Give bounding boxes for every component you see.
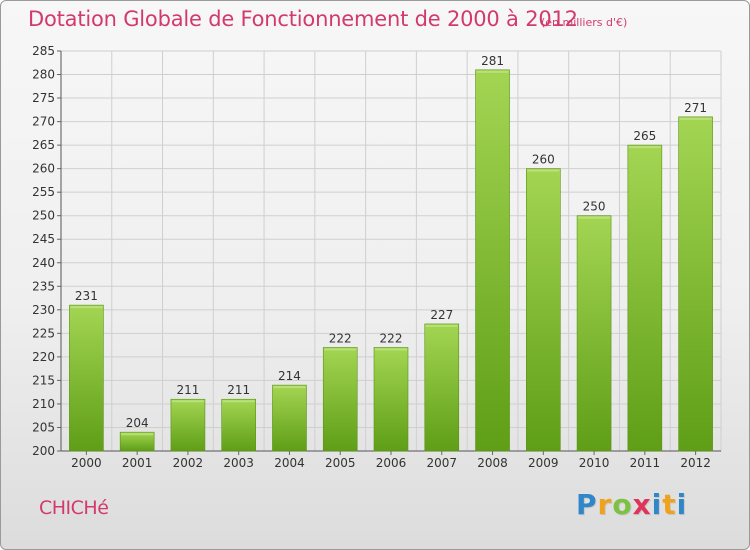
commune-name: CHICHé <box>39 497 109 519</box>
proxiti-logo: Proxiti <box>576 488 687 521</box>
axes: 2002052102152202252302352402452502552602… <box>32 44 721 470</box>
logo-letter: t <box>662 488 677 521</box>
x-tick-label: 2009 <box>528 456 559 470</box>
x-tick-label: 2002 <box>173 456 204 470</box>
y-tick-label: 280 <box>32 68 55 82</box>
y-tick-label: 265 <box>32 138 55 152</box>
bars: 231 204 211 211 214 222 222 227 281 260 250 265 271 <box>69 54 713 452</box>
bar-highlight <box>527 169 560 172</box>
bar-highlight <box>222 400 255 403</box>
bar-highlight <box>70 306 103 309</box>
bar <box>69 304 104 452</box>
bar-highlight <box>476 70 509 73</box>
y-tick-label: 240 <box>32 256 55 270</box>
data-label: 265 <box>633 129 656 143</box>
x-tick-label: 2000 <box>71 456 102 470</box>
bar <box>475 69 510 452</box>
bar <box>627 144 663 452</box>
data-label: 271 <box>684 101 707 115</box>
bar-highlight <box>273 386 306 389</box>
x-tick-label: 2001 <box>122 456 153 470</box>
logo-letter: i <box>676 488 688 521</box>
chart-subtitle: (en milliers d'€) <box>541 16 628 29</box>
y-tick-label: 250 <box>32 209 55 223</box>
data-label: 281 <box>481 54 504 68</box>
y-tick-label: 230 <box>32 303 55 317</box>
x-tick-label: 2004 <box>274 456 305 470</box>
logo-letter: i <box>651 488 663 521</box>
data-label: 231 <box>75 289 98 303</box>
y-tick-label: 275 <box>32 91 55 105</box>
bar-highlight <box>679 117 712 120</box>
y-tick-label: 260 <box>32 162 55 176</box>
y-tick-label: 235 <box>32 279 55 293</box>
bar <box>424 323 460 452</box>
y-tick-label: 205 <box>32 420 55 434</box>
bar-highlight <box>628 146 661 149</box>
data-label: 260 <box>532 153 555 167</box>
bar-highlight <box>375 348 407 351</box>
y-tick-label: 215 <box>32 373 55 387</box>
bar-highlight <box>578 216 611 219</box>
logo-letter: P <box>576 488 598 521</box>
y-tick-label: 285 <box>32 44 55 58</box>
bar <box>678 116 713 452</box>
x-tick-label: 2003 <box>223 456 254 470</box>
bar-highlight <box>121 433 154 436</box>
x-tick-label: 2010 <box>579 456 610 470</box>
y-tick-label: 245 <box>32 232 55 246</box>
logo-letter: x <box>632 488 652 521</box>
x-tick-label: 2007 <box>426 456 457 470</box>
data-label: 214 <box>278 369 301 383</box>
y-tick-label: 210 <box>32 397 55 411</box>
bar <box>272 384 307 452</box>
x-tick-label: 2006 <box>376 456 407 470</box>
bar <box>373 347 409 452</box>
data-label: 211 <box>176 383 199 397</box>
y-tick-label: 255 <box>32 185 55 199</box>
bar <box>170 398 206 452</box>
bar <box>576 215 612 452</box>
bar <box>322 347 358 452</box>
x-tick-label: 2005 <box>325 456 356 470</box>
y-tick-label: 220 <box>32 350 55 364</box>
x-tick-label: 2008 <box>477 456 508 470</box>
data-label: 250 <box>583 200 606 214</box>
data-label: 222 <box>329 331 352 345</box>
x-tick-label: 2012 <box>680 456 711 470</box>
y-tick-label: 270 <box>32 115 55 129</box>
data-label: 211 <box>227 383 250 397</box>
bar <box>221 398 256 452</box>
logo-letter: r <box>597 488 613 521</box>
bar <box>119 431 155 452</box>
bar-highlight <box>425 324 458 327</box>
y-tick-label: 200 <box>32 444 55 458</box>
logo-letter: o <box>612 488 633 521</box>
bar-highlight <box>171 400 204 403</box>
chart-title: Dotation Globale de Fonctionnement de 20… <box>28 7 578 31</box>
data-label: 227 <box>430 308 453 322</box>
data-label: 222 <box>380 331 403 345</box>
x-tick-label: 2011 <box>630 456 661 470</box>
bar-highlight <box>324 348 357 351</box>
bar <box>526 168 561 452</box>
y-tick-label: 225 <box>32 326 55 340</box>
data-label: 204 <box>126 416 149 430</box>
